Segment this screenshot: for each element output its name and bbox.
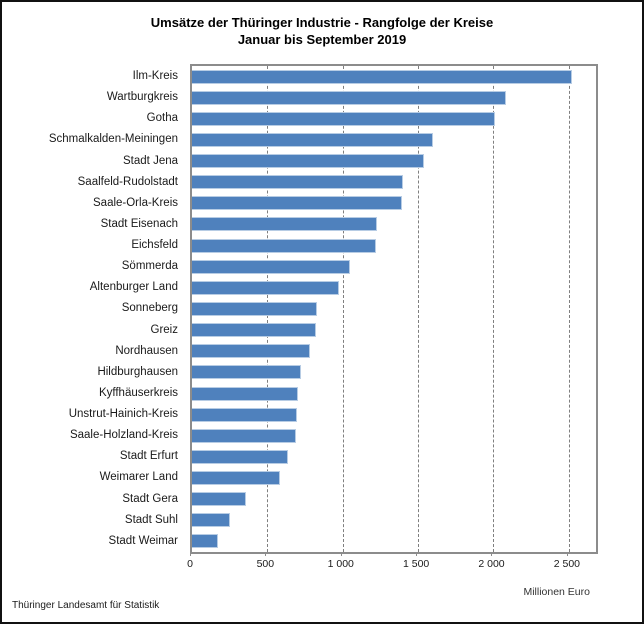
x-tick-mark xyxy=(416,552,418,556)
bar xyxy=(192,111,495,126)
bar xyxy=(192,154,425,169)
category-label: Kyffhäuserkreis xyxy=(98,386,178,399)
y-axis-labels: Ilm-Kreis Wartburgkreis Gotha Schmalkalden-… xyxy=(2,66,184,552)
category-label: Eichsfeld xyxy=(131,239,178,252)
chart-title-line1: Umsätze der Thüringer Industrie - Rangfo… xyxy=(150,15,494,30)
bar xyxy=(192,407,297,422)
x-tick-mark xyxy=(265,552,267,556)
bar xyxy=(192,386,298,401)
bar xyxy=(192,323,316,338)
bar xyxy=(192,132,434,147)
category-label: Stadt Weimar xyxy=(108,534,178,547)
category-label: Stadt Erfurt xyxy=(119,450,178,463)
category-label: Ilm-Kreis xyxy=(132,70,178,82)
bar xyxy=(192,69,572,84)
x-tick-label: 2 000 xyxy=(478,558,505,570)
bar xyxy=(192,259,351,274)
gridline xyxy=(493,66,495,552)
category-label: Sonneberg xyxy=(121,302,178,315)
bar xyxy=(192,428,296,443)
bar xyxy=(192,513,230,528)
x-tick-label: 500 xyxy=(256,558,275,570)
bar xyxy=(192,217,377,232)
bar xyxy=(192,449,289,464)
gridline xyxy=(418,66,420,552)
chart-title-line2: Januar bis September 2019 xyxy=(237,32,407,47)
category-label: Stadt Eisenach xyxy=(100,217,178,230)
category-label: Wartburgkreis xyxy=(106,91,178,104)
plot-area xyxy=(190,64,598,554)
bar xyxy=(192,238,376,253)
bar xyxy=(192,492,247,507)
x-tick-mark xyxy=(491,552,493,556)
gridline xyxy=(568,66,570,552)
x-tick-mark xyxy=(566,552,568,556)
x-tick-mark xyxy=(190,552,191,556)
category-label: Stadt Gera xyxy=(122,492,178,505)
bar xyxy=(192,302,318,316)
category-label: Stadt Jena xyxy=(123,154,178,167)
category-label: Sömmerda xyxy=(121,260,178,273)
category-label: Unstrut-Hainich-Kreis xyxy=(68,408,178,421)
bar xyxy=(192,534,219,549)
x-axis-unit-label: Millionen Euro xyxy=(523,586,590,598)
category-label: Nordhausen xyxy=(115,344,178,357)
category-label: Weimarer Land xyxy=(99,471,178,484)
bar xyxy=(192,365,301,380)
bar xyxy=(192,175,404,190)
bar xyxy=(192,280,339,295)
x-tick-label: 0 xyxy=(187,558,193,570)
bar xyxy=(192,344,310,359)
category-label: Gotha xyxy=(146,112,178,125)
category-label: Greiz xyxy=(150,323,178,336)
source-attribution: Thüringer Landesamt für Statistik xyxy=(12,600,160,611)
category-label: Hildburghausen xyxy=(97,365,178,378)
category-label: Schmalkalden-Meiningen xyxy=(48,133,178,146)
x-tick-label: 2 500 xyxy=(553,558,580,570)
bar xyxy=(192,196,402,211)
category-label: Stadt Suhl xyxy=(124,513,178,526)
gridline xyxy=(342,66,344,552)
category-label: Saalfeld-Rudolstadt xyxy=(77,175,178,188)
chart-title: Umsätze der Thüringer Industrie - Rangfo… xyxy=(2,14,642,48)
category-label: Saale-Holzland-Kreis xyxy=(69,429,178,442)
x-tick-label: 1 000 xyxy=(327,558,354,570)
category-label: Saale-Orla-Kreis xyxy=(93,196,178,209)
x-tick-mark xyxy=(340,552,342,556)
bar xyxy=(192,471,281,486)
x-axis: 0 500 1 000 1 500 2 000 2 500 xyxy=(187,550,594,580)
bar xyxy=(192,90,506,105)
category-label: Altenburger Land xyxy=(89,281,178,294)
x-tick-label: 1 500 xyxy=(402,558,430,570)
